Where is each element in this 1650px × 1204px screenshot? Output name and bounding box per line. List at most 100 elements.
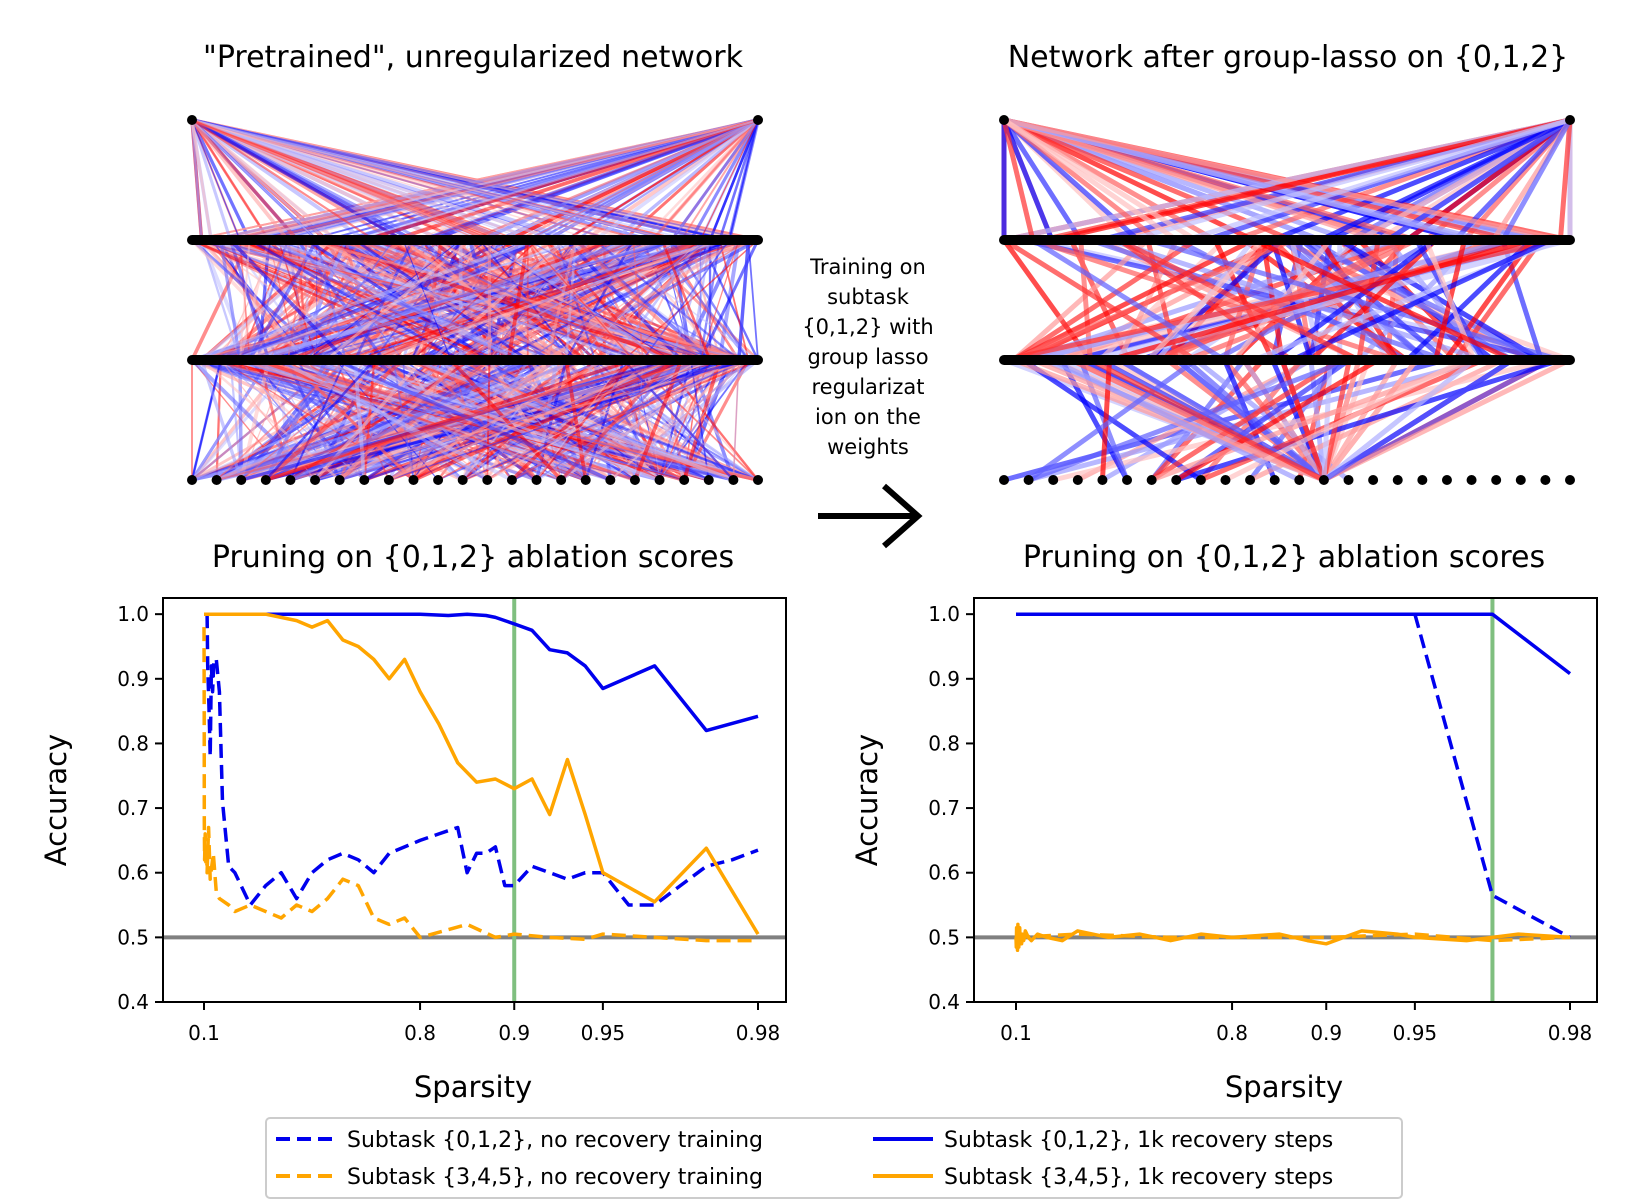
network-edge	[708, 119, 760, 241]
network-node	[1318, 475, 1329, 485]
network-edge	[191, 119, 241, 241]
y-tick-label: 1.0	[117, 602, 149, 626]
network-edge	[191, 118, 404, 242]
network-edge	[462, 359, 749, 481]
x-tick-label: 0.9	[498, 1021, 530, 1045]
network-edge	[388, 358, 606, 482]
network-edge	[339, 359, 701, 481]
network-edge	[1150, 357, 1342, 483]
network-edge	[190, 119, 270, 241]
network-edge	[191, 119, 500, 241]
network-edge	[535, 359, 635, 481]
network-edge	[219, 239, 242, 361]
network-edge	[1241, 358, 1326, 482]
network-node	[728, 475, 739, 485]
network-node	[556, 475, 567, 485]
network-node	[1565, 475, 1575, 485]
network-edge	[536, 359, 625, 481]
annotation-line: group lasso	[807, 345, 928, 369]
network-edge	[1011, 238, 1150, 362]
y-tick-label: 1.0	[928, 602, 960, 626]
x-tick-label: 0.8	[1216, 1021, 1248, 1045]
y-tick-label: 0.8	[117, 731, 149, 755]
network-node	[679, 475, 690, 485]
network-edge	[680, 119, 759, 241]
network-edge	[215, 359, 347, 481]
network-edge	[388, 359, 672, 481]
network-edge	[373, 238, 721, 362]
network-node	[1195, 475, 1206, 485]
network-edge	[1012, 357, 1325, 483]
network-edge	[1337, 238, 1457, 362]
network-edge	[239, 239, 433, 361]
network-edge	[354, 119, 759, 241]
network-edge	[289, 359, 347, 481]
network-edge	[1500, 118, 1573, 242]
network-edge	[1290, 237, 1552, 363]
network-node	[753, 475, 763, 485]
network-nodes	[999, 115, 1575, 485]
series-line	[202, 627, 758, 943]
network-edge	[1001, 119, 1036, 241]
network-edge	[670, 119, 759, 241]
network-edge	[338, 358, 462, 482]
y-tick-label: 0.9	[928, 667, 960, 691]
network-node	[531, 475, 542, 485]
network-edge	[1185, 117, 1571, 243]
annotation-line: Training on	[809, 255, 926, 279]
network-node	[1122, 475, 1133, 485]
network-edges	[1001, 117, 1573, 483]
network-node	[1491, 475, 1502, 485]
arrow-right-icon	[818, 483, 923, 549]
x-tick-label: 0.8	[404, 1021, 436, 1045]
network-edge	[335, 359, 439, 481]
x-tick-label: 0.9	[1310, 1021, 1342, 1045]
network-node	[187, 115, 197, 125]
network-node	[457, 475, 468, 485]
network-edge	[335, 358, 612, 482]
network-diagram-group-lasso	[999, 115, 1575, 485]
network-nodes	[187, 115, 763, 485]
network-node	[629, 475, 640, 485]
network-edge	[1089, 357, 1326, 483]
network-edge	[240, 359, 385, 481]
network-edge	[306, 239, 404, 361]
series-line	[205, 614, 759, 907]
network-edge	[488, 359, 587, 481]
network-node	[482, 475, 493, 485]
network-edge	[565, 239, 635, 361]
network-node	[285, 475, 296, 485]
network-edge	[191, 119, 318, 241]
network-edge	[486, 359, 701, 481]
network-edge	[1147, 237, 1562, 363]
network-node	[1368, 475, 1379, 485]
series-line	[1016, 612, 1571, 939]
legend-label: Subtask {0,1,2}, no recovery training	[347, 1128, 763, 1153]
network-edge	[632, 238, 760, 362]
network-edge	[191, 119, 692, 241]
legend: Subtask {0,1,2}, no recovery training Su…	[265, 1117, 1403, 1199]
network-node	[605, 475, 616, 485]
network-edge	[506, 239, 530, 361]
x-tick-label: 0.1	[1000, 1021, 1032, 1045]
training-annotation: Training on subtask {0,1,2} with group l…	[802, 255, 933, 459]
network-edge	[1051, 117, 1571, 243]
network-node	[1540, 475, 1551, 485]
network-node	[408, 475, 419, 485]
network-edge	[191, 118, 443, 242]
network-edge	[191, 119, 528, 241]
network-node	[359, 475, 370, 485]
network-edge	[1443, 238, 1534, 362]
network-edge	[449, 358, 563, 482]
network-edge	[1050, 357, 1301, 483]
chart-right-ylabel: Accuracy	[850, 734, 884, 866]
legend-label: Subtask {3,4,5}, no recovery training	[347, 1165, 763, 1190]
network-node	[1515, 475, 1526, 485]
network-edge	[306, 238, 749, 362]
series-line	[204, 612, 760, 936]
network-node	[1097, 475, 1108, 485]
chart-left: 0.4 0.5 0.6 0.7 0.8 0.9 1.0 0.1 0.8 0.9 0.95 0.98	[117, 597, 787, 1045]
network-edge	[699, 239, 740, 361]
network-edge	[546, 118, 759, 242]
